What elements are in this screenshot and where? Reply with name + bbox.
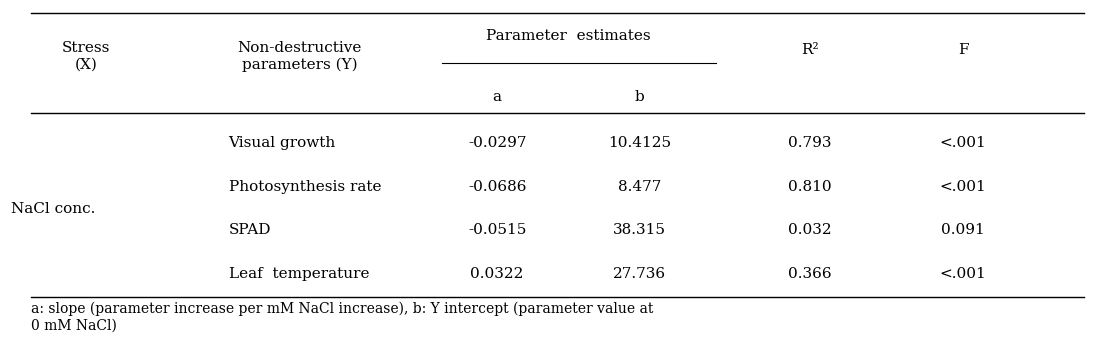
Text: R²: R² <box>800 43 818 57</box>
Text: <.001: <.001 <box>940 137 986 150</box>
Text: Stress
(X): Stress (X) <box>62 42 111 72</box>
Text: a: a <box>493 90 501 104</box>
Text: 0.091: 0.091 <box>941 223 985 237</box>
Text: 0.793: 0.793 <box>788 137 831 150</box>
Text: F: F <box>958 43 969 57</box>
Text: SPAD: SPAD <box>228 223 271 237</box>
Text: Photosynthesis rate: Photosynthesis rate <box>228 180 381 194</box>
Text: a: slope (parameter increase per mM NaCl increase), b: Y intercept (parameter va: a: slope (parameter increase per mM NaCl… <box>31 302 653 333</box>
Text: Parameter  estimates: Parameter estimates <box>486 29 651 44</box>
Text: 0.032: 0.032 <box>788 223 831 237</box>
Text: Visual growth: Visual growth <box>228 137 335 150</box>
Text: <.001: <.001 <box>940 267 986 281</box>
Text: 8.477: 8.477 <box>618 180 661 194</box>
Text: b: b <box>634 90 644 104</box>
Text: Non-destructive
parameters (Y): Non-destructive parameters (Y) <box>238 41 362 72</box>
Text: 0.0322: 0.0322 <box>470 267 524 281</box>
Text: -0.0686: -0.0686 <box>468 180 527 194</box>
Text: 27.736: 27.736 <box>613 267 666 281</box>
Text: <.001: <.001 <box>940 180 986 194</box>
Text: NaCl conc.: NaCl conc. <box>11 202 95 216</box>
Text: Leaf  temperature: Leaf temperature <box>228 267 369 281</box>
Text: -0.0297: -0.0297 <box>468 137 527 150</box>
Text: 38.315: 38.315 <box>613 223 666 237</box>
Text: 10.4125: 10.4125 <box>608 137 671 150</box>
Text: 0.810: 0.810 <box>788 180 831 194</box>
Text: -0.0515: -0.0515 <box>468 223 526 237</box>
Text: 0.366: 0.366 <box>788 267 831 281</box>
